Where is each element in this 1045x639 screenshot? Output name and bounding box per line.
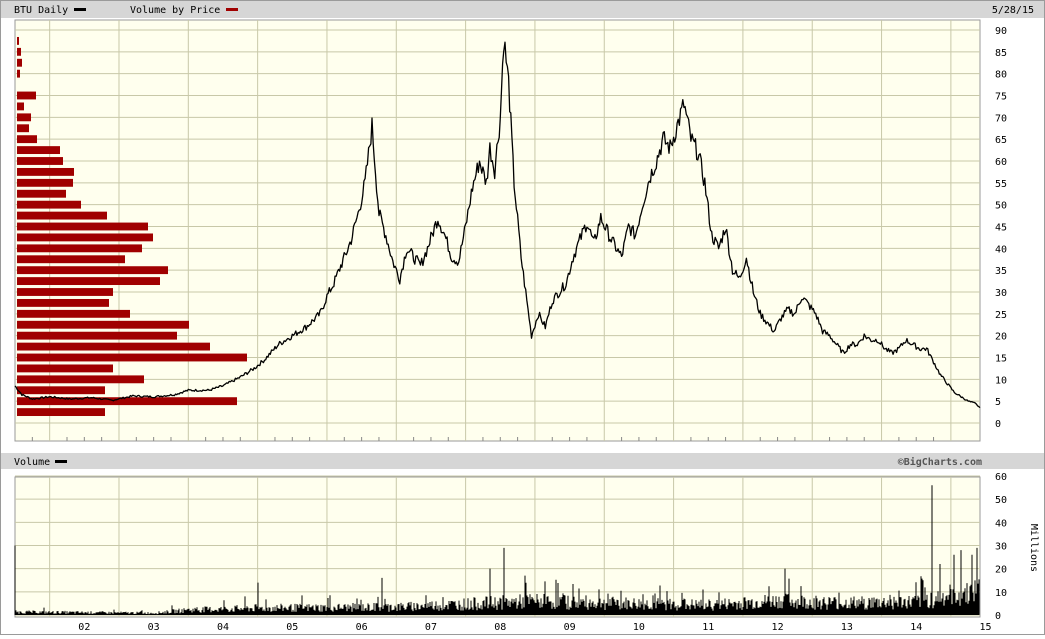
vbp-bar bbox=[17, 309, 130, 318]
brand-watermark: ©BigCharts.com bbox=[898, 456, 982, 468]
volume-y-tick-label: 40 bbox=[995, 518, 1007, 529]
price-y-tick-label: 80 bbox=[995, 70, 1007, 81]
vbp-bar bbox=[17, 124, 29, 133]
vbp-bar bbox=[17, 266, 168, 275]
volume-by-price-bars bbox=[17, 36, 247, 417]
x-tick-label: 04 bbox=[217, 622, 229, 633]
vbp-bar bbox=[17, 244, 142, 253]
vbp-bar bbox=[17, 47, 21, 56]
volume-y-axis: 0 10 20 30 40 50 60 bbox=[995, 472, 1007, 622]
price-y-axis: 0 5 10 15 20 25 30 35 40 45 50 55 60 65 70 75 80 85 90 bbox=[995, 26, 1007, 430]
vbp-bar bbox=[17, 189, 66, 198]
vbp-bar bbox=[17, 167, 74, 176]
vbp-bar bbox=[17, 58, 22, 67]
volume-y-tick-label: 50 bbox=[995, 495, 1007, 506]
x-tick-label: 05 bbox=[286, 622, 298, 633]
x-tick-label: 07 bbox=[425, 622, 437, 633]
price-y-tick-label: 35 bbox=[995, 266, 1007, 277]
x-tick-label: 11 bbox=[702, 622, 714, 633]
ticker-legend-label: BTU Daily bbox=[14, 5, 68, 16]
vbp-bar bbox=[17, 320, 189, 329]
price-header-bar bbox=[1, 1, 1044, 18]
price-y-tick-label: 25 bbox=[995, 310, 1007, 321]
vbp-bar bbox=[17, 69, 20, 78]
price-y-tick-label: 30 bbox=[995, 288, 1007, 299]
vbp-bar bbox=[17, 408, 105, 417]
price-grid bbox=[15, 20, 980, 441]
volume-y-tick-label: 0 bbox=[995, 611, 1001, 622]
vbp-bar bbox=[17, 364, 113, 373]
volume-bars bbox=[14, 485, 980, 615]
price-y-tick-label: 45 bbox=[995, 223, 1007, 234]
volume-y-tick-label: 20 bbox=[995, 565, 1007, 576]
price-y-tick-label: 20 bbox=[995, 332, 1007, 343]
volume-y-tick-label: 60 bbox=[995, 472, 1007, 483]
price-y-tick-label: 75 bbox=[995, 92, 1007, 103]
volume-bar-series bbox=[15, 576, 980, 615]
vbp-bar bbox=[17, 36, 19, 45]
price-y-tick-label: 55 bbox=[995, 179, 1007, 190]
vbp-bar bbox=[17, 353, 247, 362]
x-tick-label: 12 bbox=[772, 622, 784, 633]
volume-legend-label: Volume bbox=[14, 457, 50, 468]
price-y-tick-label: 60 bbox=[995, 157, 1007, 168]
vbp-bar bbox=[17, 222, 148, 231]
volume-plot-area bbox=[14, 476, 981, 618]
x-tick-label: 13 bbox=[841, 622, 853, 633]
x-tick-label: 06 bbox=[356, 622, 368, 633]
vbp-bar bbox=[17, 135, 37, 144]
vbp-bar bbox=[17, 375, 144, 384]
price-y-tick-label: 10 bbox=[995, 375, 1007, 386]
price-y-tick-label: 85 bbox=[995, 48, 1007, 59]
x-tick-label: 09 bbox=[564, 622, 576, 633]
x-tick-label: 10 bbox=[633, 622, 645, 633]
header-date: 5/28/15 bbox=[992, 5, 1034, 16]
price-y-tick-label: 15 bbox=[995, 354, 1007, 365]
x-axis: 02 03 04 05 06 07 08 09 10 11 12 13 14 15 bbox=[78, 622, 991, 633]
price-line bbox=[14, 41, 981, 409]
x-tick-label: 08 bbox=[494, 622, 506, 633]
price-plot-area bbox=[14, 19, 981, 442]
vbp-bar bbox=[17, 298, 109, 307]
volume-y-tick-label: 10 bbox=[995, 588, 1007, 599]
price-y-tick-label: 65 bbox=[995, 135, 1007, 146]
vbp-bar bbox=[17, 331, 177, 340]
x-tick-label: 15 bbox=[980, 622, 992, 633]
vbp-bar bbox=[17, 157, 63, 165]
vbp-bar bbox=[17, 178, 73, 187]
vbp-bar bbox=[17, 91, 36, 100]
vbp-bar bbox=[17, 386, 105, 395]
price-y-tick-label: 40 bbox=[995, 244, 1007, 255]
vbp-bar bbox=[17, 233, 153, 242]
vbp-bar bbox=[17, 146, 60, 155]
x-tick-label: 14 bbox=[910, 622, 922, 633]
vbp-bar bbox=[17, 113, 31, 122]
price-y-tick-label: 70 bbox=[995, 113, 1007, 124]
price-y-tick-label: 90 bbox=[995, 26, 1007, 37]
vbp-bar bbox=[17, 255, 125, 264]
price-y-tick-label: 5 bbox=[995, 397, 1001, 408]
vbp-bar bbox=[17, 397, 237, 406]
vbp-bar bbox=[17, 200, 81, 209]
x-tick-label: 02 bbox=[78, 622, 90, 633]
vbp-bar bbox=[17, 102, 24, 111]
vbp-bar bbox=[17, 288, 113, 296]
price-y-tick-label: 50 bbox=[995, 201, 1007, 212]
volume-axis-label: Millions bbox=[1028, 524, 1039, 572]
x-tick-label: 03 bbox=[148, 622, 160, 633]
vbp-legend-label: Volume by Price bbox=[130, 5, 220, 16]
volume-header-bar bbox=[1, 453, 1044, 469]
vbp-bar bbox=[17, 211, 107, 220]
volume-y-tick-label: 30 bbox=[995, 542, 1007, 553]
vbp-bar bbox=[17, 342, 210, 351]
vbp-bar bbox=[17, 277, 160, 286]
price-y-tick-label: 0 bbox=[995, 419, 1001, 430]
